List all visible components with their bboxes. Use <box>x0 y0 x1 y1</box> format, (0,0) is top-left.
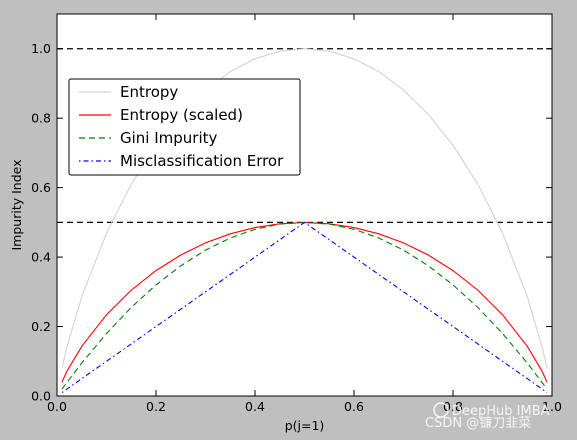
watermark: DeepHub IMBA CSDN @镰刀韭菜 <box>425 402 550 431</box>
legend: Entropy Entropy (scaled) Gini Impurity Misc… <box>68 78 301 176</box>
series-layer <box>61 48 548 393</box>
y-tick-label: 0.6 <box>31 180 51 195</box>
x-tick-label: 0.2 <box>146 399 166 414</box>
x-tick-label: 0.0 <box>47 399 67 414</box>
x-axis-label: p(j=1) <box>285 418 325 433</box>
axis-ticks: 0.0 0.2 0.4 0.6 0.8 1.00.00.20.40.60.81.0 <box>31 14 562 414</box>
legend-entry: Gini Impurity <box>120 129 218 147</box>
y-tick-label: 0.0 <box>31 389 51 404</box>
y-tick-label: 0.2 <box>31 319 51 334</box>
plot-area <box>57 14 552 396</box>
x-tick-label: 0.6 <box>344 399 364 414</box>
wechat-icon <box>433 402 449 418</box>
series-line-0 <box>61 48 548 369</box>
y-tick-label: 0.8 <box>31 111 51 126</box>
y-axis-label: Impurity Index <box>9 159 24 250</box>
watermark-line2: CSDN @镰刀韭菜 <box>425 415 531 431</box>
y-tick-label: 0.4 <box>31 250 51 265</box>
x-tick-label: 1.0 <box>542 399 562 414</box>
legend-box <box>68 78 301 176</box>
x-tick-label: 0.4 <box>245 399 265 414</box>
legend-entry: Entropy (scaled) <box>120 106 243 124</box>
watermark-line1: DeepHub IMBA <box>452 404 550 419</box>
reference-lines <box>57 48 552 223</box>
series-line-3 <box>61 221 548 393</box>
legend-entry: Misclassification Error <box>120 152 284 170</box>
plot-frame <box>56 13 553 397</box>
legend-entry: Entropy <box>120 83 178 101</box>
y-tick-label: 1.0 <box>31 41 51 56</box>
